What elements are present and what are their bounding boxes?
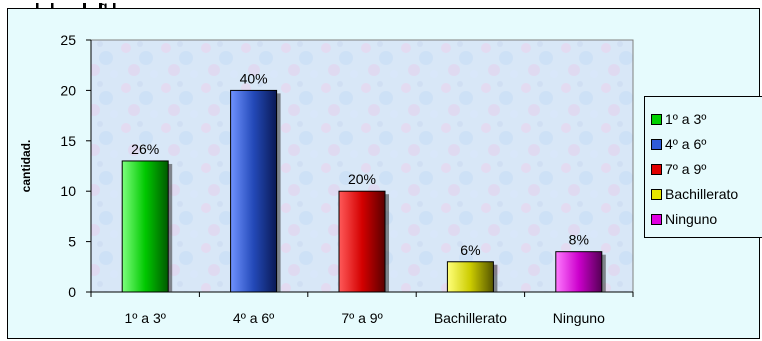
data-label: 8% — [569, 232, 589, 248]
legend-swatch — [651, 188, 662, 200]
data-label: 20% — [348, 171, 376, 187]
legend-item: Ninguno — [651, 211, 717, 227]
x-tick-label: 7º a 9º — [341, 310, 382, 326]
x-tick-label: Ninguno — [553, 310, 605, 326]
legend-swatch — [651, 163, 662, 175]
data-label: 40% — [240, 70, 268, 86]
x-tick-label: 4º a 6º — [233, 310, 274, 326]
cropped-title-glyphs: g — [36, 0, 116, 10]
legend-swatch — [651, 213, 662, 225]
data-label: 26% — [131, 141, 159, 157]
y-axis-label: cantidad. — [19, 139, 33, 193]
legend-label: 1º a 3º — [665, 111, 707, 127]
bars — [121, 89, 606, 293]
legend-item: 1º a 3º — [651, 111, 706, 127]
y-tick-label: 5 — [68, 234, 76, 250]
legend-item: Bachillerato — [651, 186, 738, 202]
legend-item: 4º a 6º — [651, 136, 706, 152]
legend: 1º a 3º 4º a 6º 7º a 9º Bachillerato Nin… — [644, 96, 762, 238]
y-tick-label: 25 — [60, 32, 76, 48]
y-tick-label: 15 — [60, 133, 76, 149]
bar — [121, 160, 169, 293]
bar — [555, 251, 603, 293]
legend-swatch — [651, 138, 662, 150]
y-tick-label: 20 — [60, 82, 76, 98]
axes: 0 5 10 15 20 25 — [60, 32, 634, 300]
y-tick-label: 0 — [68, 284, 76, 300]
cropped-title-text: g — [99, 3, 108, 10]
x-tick-label: 1º a 3º — [125, 310, 166, 326]
legend-label: Ninguno — [665, 211, 718, 227]
legend-label: 7º a 9º — [665, 161, 707, 177]
x-tick-label: Bachillerato — [434, 310, 507, 326]
legend-label: 4º a 6º — [665, 136, 707, 152]
legend-label: Bachillerato — [665, 186, 739, 202]
bar — [338, 190, 386, 293]
data-label: 6% — [460, 242, 480, 258]
data-labels: 26% 1º a 3º 40% 4º a 6º 20% 7º a 9º 6% Bachille… — [125, 70, 606, 326]
cropped-title-strip: g — [0, 0, 762, 10]
legend-item: 7º a 9º — [651, 161, 706, 177]
legend-swatch — [651, 113, 662, 125]
bar — [230, 89, 278, 293]
y-tick-label: 10 — [60, 183, 76, 199]
bar — [446, 261, 494, 293]
